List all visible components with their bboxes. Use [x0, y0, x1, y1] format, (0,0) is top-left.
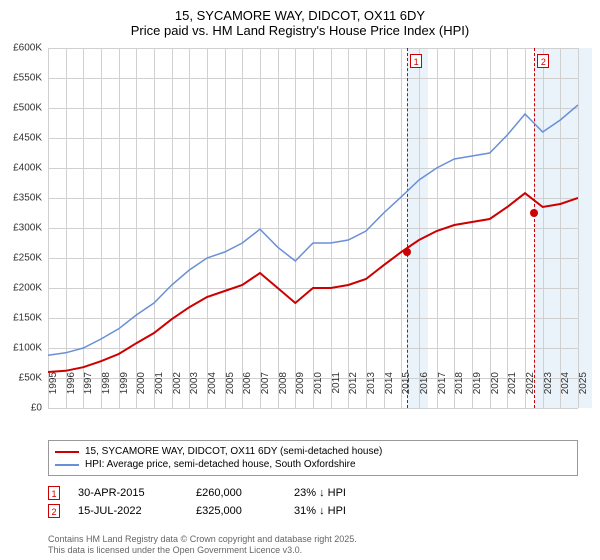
y-axis-label: £200K — [2, 283, 42, 294]
footer-attribution: Contains HM Land Registry data © Crown c… — [48, 534, 357, 556]
y-axis-label: £300K — [2, 223, 42, 234]
sale-date: 30-APR-2015 — [78, 487, 178, 499]
y-axis-label: £500K — [2, 103, 42, 114]
y-axis-label: £150K — [2, 313, 42, 324]
x-axis-label: 2025 — [578, 372, 589, 412]
sale-date: 15-JUL-2022 — [78, 505, 178, 517]
y-axis-label: £350K — [2, 193, 42, 204]
footer-line1: Contains HM Land Registry data © Crown c… — [48, 534, 357, 545]
legend-swatch — [55, 451, 79, 453]
chart-lines — [48, 48, 578, 408]
y-axis-label: £100K — [2, 343, 42, 354]
legend-item: 15, SYCAMORE WAY, DIDCOT, OX11 6DY (semi… — [55, 445, 571, 458]
sale-price: £325,000 — [196, 505, 276, 517]
legend-label: HPI: Average price, semi-detached house,… — [85, 459, 356, 470]
y-axis-label: £600K — [2, 43, 42, 54]
gridline-v — [578, 48, 579, 408]
sale-row: 2 15-JUL-2022 £325,000 31% ↓ HPI — [48, 502, 578, 520]
title-block: 15, SYCAMORE WAY, DIDCOT, OX11 6DY Price… — [0, 0, 600, 42]
sale-pct: 23% ↓ HPI — [294, 487, 394, 499]
sale-marker-badge: 1 — [48, 486, 60, 500]
legend-label: 15, SYCAMORE WAY, DIDCOT, OX11 6DY (semi… — [85, 446, 382, 457]
series-hpi — [48, 105, 578, 355]
series-price_paid — [48, 193, 578, 372]
title-address: 15, SYCAMORE WAY, DIDCOT, OX11 6DY — [0, 8, 600, 23]
sale-row: 1 30-APR-2015 £260,000 23% ↓ HPI — [48, 484, 578, 502]
y-axis-label: £400K — [2, 163, 42, 174]
y-axis-label: £0 — [2, 403, 42, 414]
sale-pct: 31% ↓ HPI — [294, 505, 394, 517]
legend-box: 15, SYCAMORE WAY, DIDCOT, OX11 6DY (semi… — [48, 440, 578, 476]
y-axis-label: £450K — [2, 133, 42, 144]
legend-item: HPI: Average price, semi-detached house,… — [55, 458, 571, 471]
sales-list: 1 30-APR-2015 £260,000 23% ↓ HPI 2 15-JUL-202… — [48, 484, 578, 520]
y-axis-label: £550K — [2, 73, 42, 84]
title-subtitle: Price paid vs. HM Land Registry's House … — [0, 23, 600, 38]
chart-plot-area: £0£50K£100K£150K£200K£250K£300K£350K£400… — [48, 48, 578, 408]
sale-marker-badge: 2 — [48, 504, 60, 518]
sale-price: £260,000 — [196, 487, 276, 499]
y-axis-label: £250K — [2, 253, 42, 264]
footer-line2: This data is licensed under the Open Gov… — [48, 545, 357, 556]
chart-container: 15, SYCAMORE WAY, DIDCOT, OX11 6DY Price… — [0, 0, 600, 560]
y-axis-label: £50K — [2, 373, 42, 384]
legend-swatch — [55, 464, 79, 466]
